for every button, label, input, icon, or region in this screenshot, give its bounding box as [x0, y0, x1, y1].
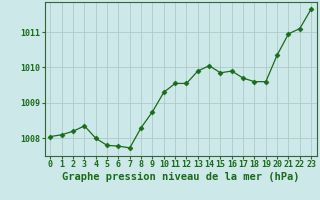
- X-axis label: Graphe pression niveau de la mer (hPa): Graphe pression niveau de la mer (hPa): [62, 172, 300, 182]
